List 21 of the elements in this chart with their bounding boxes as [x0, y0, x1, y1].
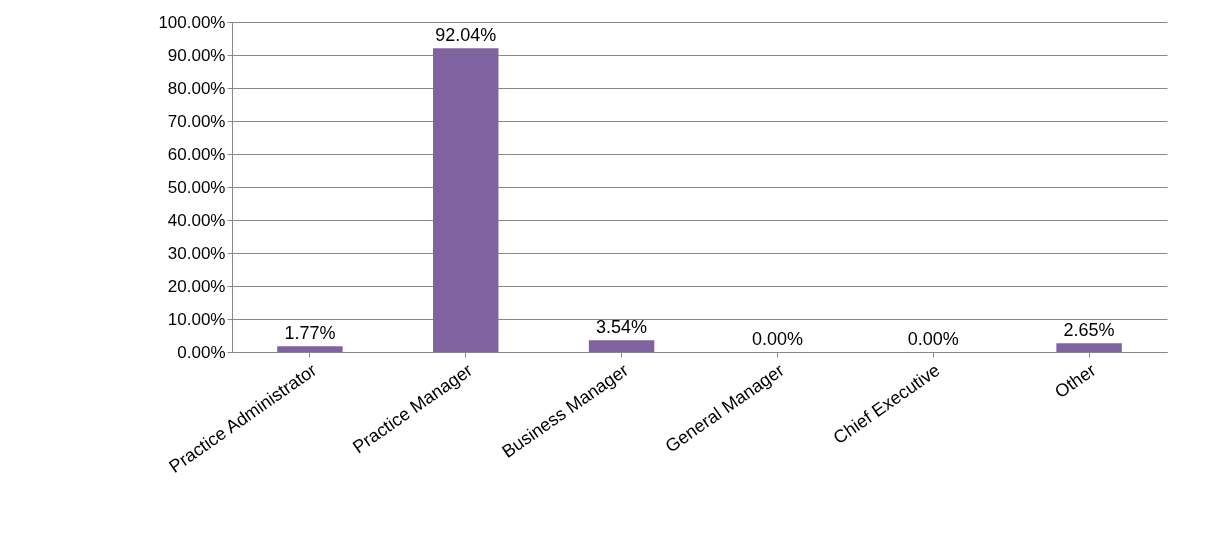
y-tick-label: 100.00%	[158, 12, 226, 32]
data-label: 92.04%	[435, 25, 497, 46]
data-label: 0.00%	[907, 329, 959, 349]
y-tick-label: 20.00%	[167, 276, 226, 296]
y-tick-label: 60.00%	[167, 144, 226, 164]
y-tick-label: 0.00%	[177, 342, 226, 362]
data-label: 0.00%	[751, 329, 803, 349]
bar	[277, 346, 343, 352]
y-tick-label: 80.00%	[167, 78, 226, 98]
bar	[433, 48, 499, 352]
y-tick-label: 50.00%	[167, 177, 226, 197]
data-label: 1.77%	[284, 323, 336, 344]
data-label: 2.65%	[1063, 320, 1115, 341]
y-tick-label: 30.00%	[167, 243, 226, 263]
y-tick-label: 40.00%	[167, 210, 226, 230]
y-tick-label: 90.00%	[167, 45, 226, 65]
data-label: 3.54%	[596, 317, 648, 338]
bar	[588, 340, 655, 352]
y-tick-label: 10.00%	[167, 309, 226, 329]
y-tick-label: 70.00%	[167, 111, 226, 131]
bar	[1056, 343, 1122, 352]
